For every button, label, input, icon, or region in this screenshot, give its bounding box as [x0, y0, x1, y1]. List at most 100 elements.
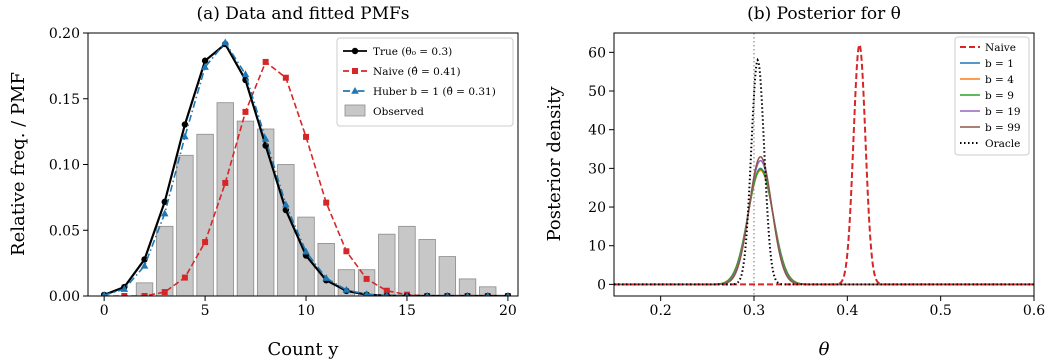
pmf-point: [384, 291, 390, 296]
legend-label: b = 99: [985, 122, 1021, 134]
observed-bar: [438, 256, 457, 296]
y-tick-label: 0: [597, 277, 606, 293]
observed-bar: [479, 286, 497, 296]
panel-a-xlabel: Count y: [268, 339, 340, 360]
pmf-point: [424, 292, 430, 296]
pmf-point: [241, 70, 250, 78]
observed-bar: [418, 239, 436, 296]
panel-a-legend: True (θ₀ = 0.3) Naive (θ̂ = 0.41) Huber b …: [336, 37, 514, 127]
legend-label: Oracle: [985, 138, 1020, 150]
x-tick-label: 20: [499, 303, 517, 319]
legend-label: b = 1: [985, 58, 1014, 70]
x-tick-label: 0.3: [743, 303, 765, 319]
y-tick-label: 60: [588, 45, 606, 61]
legend-label: True (θ₀ = 0.3): [373, 46, 452, 58]
panel-a-frame: [87, 32, 519, 297]
pmf-point: [261, 134, 270, 142]
legend-label: Observed: [373, 106, 424, 118]
pmf-point: [282, 74, 289, 81]
panel-a: (a) Data and fitted PMFs 0 5 10 15 20 0.00 0.0…: [8, 4, 519, 360]
pmf-point: [121, 293, 128, 296]
observed-bar: [256, 128, 275, 296]
posterior-line: [614, 159, 1034, 286]
posterior-lines: [614, 42, 1034, 286]
legend-marker: [351, 47, 359, 55]
observed-bar: [135, 282, 154, 296]
pmf-point: [181, 121, 189, 128]
legend-box: [336, 37, 514, 127]
pmf-point: [140, 261, 149, 269]
y-tick-label: 0.10: [49, 158, 80, 174]
observed-bar: [196, 133, 214, 296]
y-tick-label: 10: [588, 239, 606, 255]
observed-bar: [398, 225, 416, 296]
y-tick-label: 30: [588, 161, 606, 177]
legend-swatch: [344, 104, 366, 117]
panel-a-ticks: 0 5 10 15 20 0.00 0.05 0.10 0.15 0.20: [49, 26, 517, 319]
legend-marker: [352, 68, 358, 74]
pmf-point: [262, 58, 269, 65]
x-tick-label: 5: [201, 303, 210, 319]
pmf-point: [363, 275, 370, 282]
pmf-point: [445, 292, 450, 296]
x-tick-label: 0.5: [930, 303, 952, 319]
pmf-point: [201, 57, 209, 64]
legend-box: [954, 36, 1030, 156]
pmf-point: [141, 256, 148, 263]
y-tick-label: 0.00: [49, 289, 80, 305]
pmf-point: [322, 274, 331, 281]
panel-b-legend: Naive b = 1 b = 4 b = 9 b = 19 b = 99 Oracle: [954, 36, 1030, 156]
y-tick-label: 0.20: [49, 26, 80, 42]
posterior-line: [614, 42, 1034, 286]
y-tick-label: 0.15: [49, 92, 80, 108]
pmf-point: [221, 38, 230, 46]
x-tick-label: 0.6: [1023, 303, 1045, 319]
panel-a-title: (a) Data and fitted PMFs: [196, 4, 409, 24]
observed-bar: [277, 164, 295, 296]
panel-b-xlabel: θ: [819, 339, 830, 360]
pmf-point: [161, 198, 168, 206]
pmf-point: [101, 291, 107, 296]
legend-label: Huber b = 1 (θ̂ = 0.31): [373, 86, 496, 98]
pmf-point: [485, 292, 490, 296]
observed-bar: [236, 120, 255, 296]
observed-bar: [378, 233, 396, 296]
legend-marker: [351, 87, 359, 94]
pmf-point: [120, 285, 129, 292]
observed-bar: [156, 225, 174, 296]
pmf-point: [505, 292, 511, 296]
pmf-line: [103, 41, 508, 296]
posterior-line: [614, 156, 1034, 286]
y-tick-label: 40: [588, 123, 606, 139]
posterior-line: [614, 169, 1034, 286]
pmf-lines: [100, 38, 512, 296]
legend-label: b = 19: [985, 106, 1021, 118]
panel-b-title: (b) Posterior for θ: [747, 4, 901, 24]
pmf-point: [343, 248, 350, 255]
panel-a-ylabel: Relative freq. / PMF: [8, 72, 29, 256]
pmf-point: [201, 63, 209, 70]
pmf-point: [181, 274, 188, 281]
x-tick-label: 0.2: [650, 303, 672, 319]
panel-b-ticks: 0.2 0.3 0.4 0.5 0.6 0 10 20 30 40 50 60: [588, 45, 1045, 319]
observed-bar: [176, 154, 194, 296]
pmf-point: [181, 132, 189, 140]
pmf-point: [161, 289, 168, 296]
y-tick-label: 20: [588, 200, 606, 216]
legend-label: b = 9: [985, 90, 1014, 102]
panel-b-frame: [613, 32, 1035, 297]
panel-b-ylabel: Posterior density: [544, 86, 565, 242]
pmf-point: [242, 108, 249, 115]
x-tick-label: 0: [100, 303, 109, 319]
pmf-point: [302, 247, 310, 255]
pmf-point: [383, 287, 390, 294]
legend-label: b = 4: [985, 74, 1014, 86]
pmf-point: [222, 179, 229, 186]
pmf-point: [141, 293, 148, 296]
posterior-line: [614, 167, 1034, 286]
pmf-point: [342, 285, 351, 293]
x-tick-label: 10: [297, 303, 315, 319]
legend-label: Naive (θ̂ = 0.41): [373, 66, 461, 78]
y-tick-label: 0.05: [49, 223, 80, 239]
